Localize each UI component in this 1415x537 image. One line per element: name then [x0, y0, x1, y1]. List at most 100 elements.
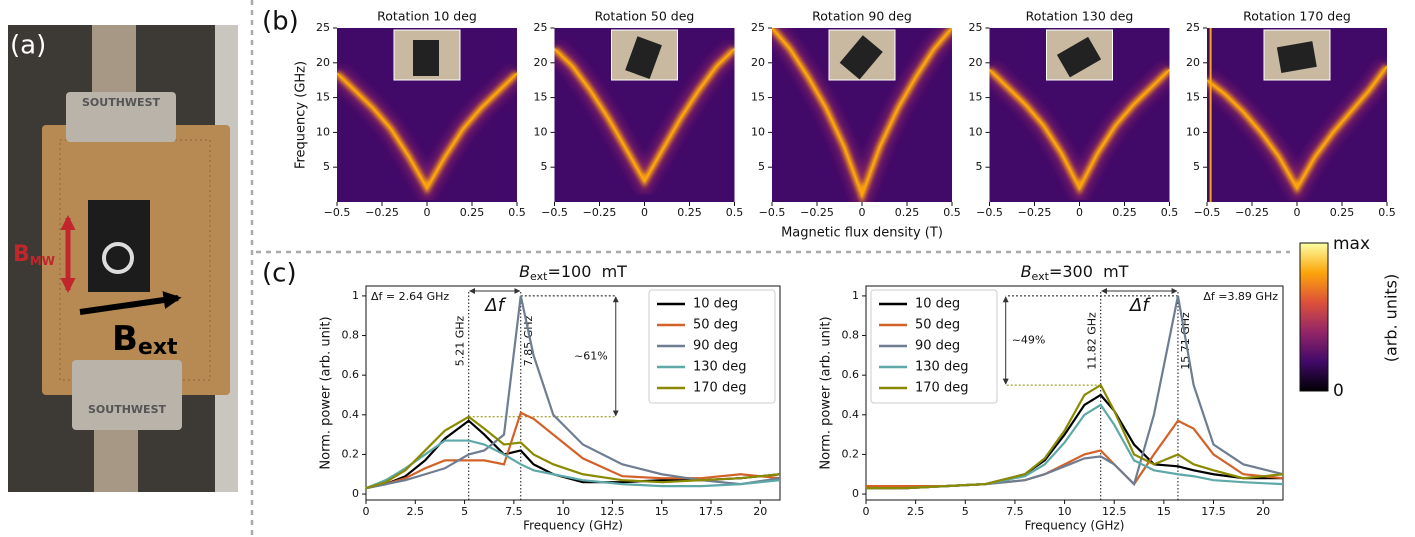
y-tick-label: 10 [969, 125, 983, 138]
x-tick-label: 20 [753, 505, 767, 518]
x-tick-label: 12.5 [1102, 505, 1127, 518]
chart-title: Rotation 90 deg [812, 9, 912, 24]
legend-box [648, 289, 776, 404]
chart-title: Rotation 170 deg [1243, 9, 1351, 24]
chart-title: Rotation 50 deg [595, 9, 695, 24]
branch [554, 48, 735, 184]
delta-f-text: Δf = 2.64 GHz [371, 290, 449, 303]
series-line [365, 415, 781, 490]
y-tick-label: 0.6 [842, 368, 860, 381]
y-tick-label: 5 [976, 160, 983, 173]
bext-symbol: B [112, 319, 138, 359]
y-tick-label: 15 [316, 91, 330, 104]
x-tick-label: 12.5 [600, 505, 625, 518]
y-tick-label: 20 [316, 56, 330, 69]
y-tick-label: 10 [316, 125, 330, 138]
legend-label: 10 deg [693, 297, 738, 312]
x-tick-label: 0.5 [1378, 206, 1396, 219]
plot-frame [865, 285, 1284, 501]
legend-label: 170 deg [915, 381, 968, 396]
chart-title: Bext=300 mT [1021, 262, 1129, 284]
title-symbol: B [519, 262, 530, 281]
x-tick-label: 0.25 [895, 206, 920, 219]
bmw-subscript: MW [30, 254, 55, 268]
legend-label: 90 deg [693, 339, 738, 354]
series-line [365, 419, 781, 490]
y-tick-label: 5 [323, 160, 330, 173]
x-axis-label: Frequency (GHz) [1025, 519, 1125, 533]
legend-label: 90 deg [915, 339, 960, 354]
inset-photo [1263, 29, 1331, 81]
y-tick-label: 0.2 [342, 447, 360, 460]
y-tick-label: 0.8 [842, 329, 860, 342]
x-tick-label: 5 [461, 505, 468, 518]
y-tick-label: 15 [969, 91, 983, 104]
title-symbol: B [1021, 262, 1032, 281]
chart-title: Bext=100 mT [519, 262, 627, 284]
connector-bottom [94, 425, 138, 492]
panel-label: (b) [262, 7, 299, 37]
connector-top [92, 25, 136, 95]
y-tick-label: 10 [751, 125, 765, 138]
series-line [365, 295, 781, 490]
inset-sample [839, 35, 883, 80]
chart-title: Rotation 10 deg [377, 9, 477, 24]
heatmap-layer [554, 43, 735, 198]
y-tick-label: 0.4 [842, 408, 860, 421]
y-tick-label: 0.6 [342, 368, 360, 381]
legend-label: 130 deg [915, 360, 968, 375]
heatmap-layer [989, 64, 1170, 202]
colorbar-label: (arb. units) [1382, 274, 1401, 363]
x-tick-label: 10 [556, 505, 570, 518]
connector-plate-top [66, 92, 176, 142]
series-line [866, 383, 1284, 490]
heatmap-layer [772, 28, 952, 202]
bmw-symbol: B [13, 242, 30, 267]
y-tick-label: 15 [534, 91, 548, 104]
bext-arrow [79, 291, 182, 315]
panel-label: (c) [262, 259, 297, 289]
x-tick-label: 2.5 [907, 505, 925, 518]
photo [8, 25, 238, 492]
x-tick-label: −0.5 [1194, 206, 1221, 219]
y-tick-label: 25 [969, 21, 983, 34]
series-line [866, 393, 1283, 490]
x-tick-label: −0.25 [800, 206, 834, 219]
connector-label: SOUTHWEST [82, 96, 160, 109]
title-subscript: ext [1032, 270, 1050, 283]
x-tick-label: 0.25 [1112, 206, 1137, 219]
y-tick-label: 0.4 [342, 408, 360, 421]
x-tick-label: 7.5 [1006, 505, 1024, 518]
y-axis-label: Norm. power (arb. unit) [819, 316, 834, 469]
y-tick-label: 5 [1193, 160, 1200, 173]
legend-label: 50 deg [693, 318, 738, 333]
legend-label: 50 deg [915, 318, 960, 333]
legend-label: 130 deg [693, 360, 746, 375]
x-tick-label: −0.25 [1235, 206, 1269, 219]
y-tick-label: 5 [758, 160, 765, 173]
x-tick-label: 0 [424, 206, 431, 219]
title-rest: =100 mT [547, 262, 627, 281]
delta-f-text: Δf =3.89 GHz [1203, 290, 1278, 303]
title-subscript: ext [530, 270, 548, 283]
legend-label: 10 deg [915, 297, 960, 312]
x-tick-label: −0.5 [976, 206, 1003, 219]
x-axis-label: Magnetic flux density (T) [781, 226, 943, 241]
colorbar [1299, 242, 1329, 392]
x-axis-label: Frequency (GHz) [523, 519, 623, 533]
legend-label: 170 deg [693, 381, 746, 396]
x-tick-label: 15 [655, 505, 669, 518]
x-tick-label: −0.25 [365, 206, 399, 219]
y-tick-label: 0.2 [842, 447, 860, 460]
rotation-icon [102, 242, 134, 274]
y-tick-label: 0.8 [342, 329, 360, 342]
branch [1207, 65, 1387, 191]
y-tick-label: 0 [852, 487, 859, 500]
annotation-vline-label: 11.82 GHz [1086, 312, 1099, 370]
panel-label: (a) [10, 31, 46, 61]
y-tick-label: 25 [316, 21, 330, 34]
bext-subscript: ext [138, 335, 178, 360]
x-tick-label: 2.5 [407, 505, 425, 518]
series-line [365, 439, 781, 490]
